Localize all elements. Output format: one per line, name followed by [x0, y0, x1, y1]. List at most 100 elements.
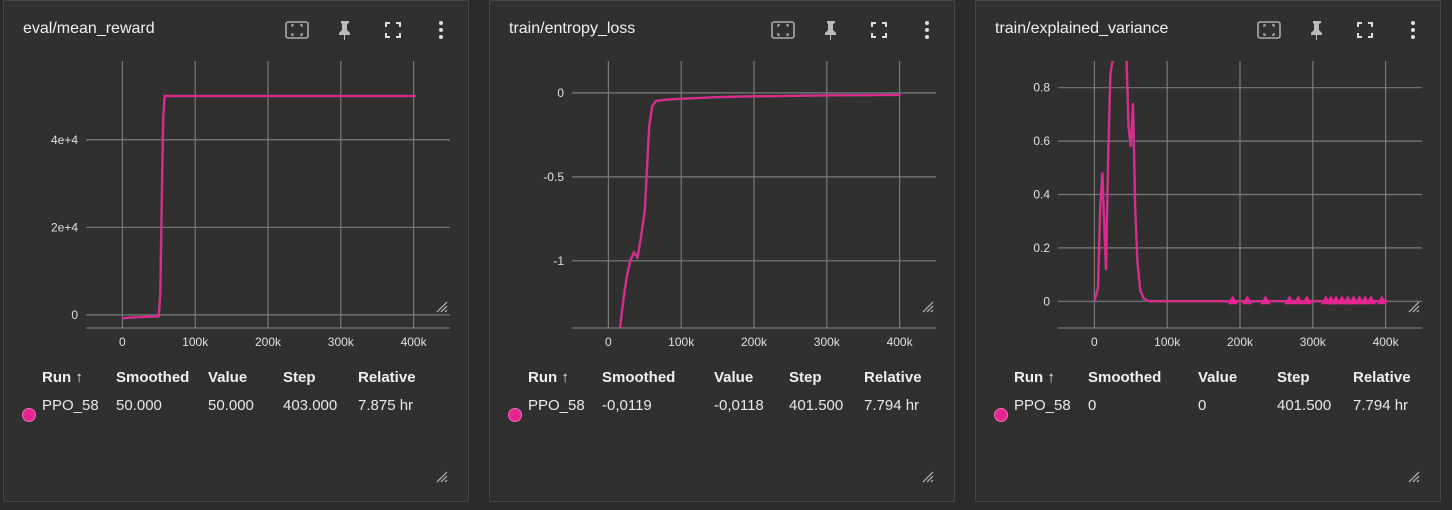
step-value: 401.500 — [1277, 396, 1332, 414]
legend-header-row: Run ↑ Smoothed Value Step Relative — [504, 365, 922, 394]
legend-header-row: Run ↑ Smoothed Value Step Relative — [18, 365, 416, 394]
raw-series-line — [122, 94, 416, 320]
pin-icon — [825, 21, 836, 40]
y-tick-label: 0.6 — [1033, 134, 1050, 148]
run-color-dot[interactable] — [994, 408, 1008, 422]
x-tick-label: 100k — [182, 335, 209, 349]
fit-domain-button[interactable] — [1256, 17, 1282, 43]
chart-card-mean-reward: eval/mean_reward 0 100k 200k 300k 400k 0 2e+4 4… — [3, 0, 469, 502]
header-run[interactable]: Run ↑ — [42, 369, 83, 386]
legend-table: Run ↑ Smoothed Value Step Relative PPO_5… — [504, 365, 922, 422]
out-of-range-marker — [1227, 295, 1238, 305]
more-options-button[interactable] — [914, 17, 940, 43]
run-name: PPO_58 — [528, 396, 585, 414]
header-relative[interactable]: Relative — [1353, 369, 1411, 386]
resize-handle-icon — [922, 301, 934, 313]
y-tick-label: 0.4 — [1033, 188, 1050, 202]
plot-resize-handle[interactable] — [920, 299, 934, 313]
x-tick-label: 100k — [1154, 335, 1181, 349]
step-value: 403.000 — [283, 396, 338, 414]
card-resize-handle[interactable] — [1406, 469, 1420, 483]
smoothed-series-line — [1093, 61, 1387, 303]
x-tick-label: 100k — [668, 335, 695, 349]
x-tick-label: 400k — [401, 335, 428, 349]
out-of-range-marker — [1293, 295, 1304, 305]
fullscreen-button[interactable] — [380, 17, 406, 43]
resize-handle-icon — [436, 301, 448, 313]
header-value[interactable]: Value — [714, 369, 754, 386]
x-tick-label: 300k — [328, 335, 355, 349]
fit-domain-icon — [771, 21, 795, 39]
out-of-range-marker — [1242, 295, 1253, 305]
raw-value: -0,0118 — [714, 396, 764, 414]
y-tick-label: 0 — [557, 86, 564, 100]
chart-plot[interactable]: 0 100k 200k 300k 400k 0 -0.5 -1 — [490, 51, 956, 361]
x-tick-label: 400k — [1373, 335, 1400, 349]
plot-resize-handle[interactable] — [434, 299, 448, 313]
fullscreen-icon — [871, 22, 887, 38]
card-toolbar — [284, 17, 454, 43]
pin-button[interactable] — [818, 17, 844, 43]
smoothed-value: 50.000 — [116, 396, 162, 414]
header-value[interactable]: Value — [1198, 369, 1238, 386]
run-color-dot[interactable] — [22, 408, 36, 422]
line-chart[interactable]: 0 100k 200k 300k 400k 0 -0.5 -1 — [490, 51, 956, 361]
line-chart[interactable]: 0 100k 200k 300k 400k 0 2e+4 4e+4 — [4, 51, 470, 361]
chart-plot[interactable]: 0 100k 200k 300k 400k 0 2e+4 4e+4 — [4, 51, 470, 361]
y-tick-label: 0.8 — [1033, 81, 1050, 95]
x-tick-label: 0 — [1091, 335, 1098, 349]
plot-resize-handle[interactable] — [1406, 299, 1420, 313]
header-smoothed[interactable]: Smoothed — [1088, 369, 1162, 386]
run-color-dot[interactable] — [508, 408, 522, 422]
y-tick-label: -0.5 — [543, 170, 564, 184]
smoothed-series-line — [122, 95, 416, 320]
raw-value: 50.000 — [208, 396, 254, 414]
legend-header-row: Run ↑ Smoothed Value Step Relative — [990, 365, 1411, 394]
more-vert-icon — [925, 21, 929, 39]
header-run[interactable]: Run ↑ — [528, 369, 569, 386]
pin-button[interactable] — [1304, 17, 1330, 43]
x-tick-label: 200k — [255, 335, 282, 349]
more-options-button[interactable] — [428, 17, 454, 43]
card-title: train/entropy_loss — [509, 20, 636, 37]
header-step[interactable]: Step — [1277, 369, 1310, 386]
header-relative[interactable]: Relative — [358, 369, 416, 386]
pin-button[interactable] — [332, 17, 358, 43]
more-vert-icon — [439, 21, 443, 39]
card-resize-handle[interactable] — [434, 469, 448, 483]
fullscreen-icon — [385, 22, 401, 38]
out-of-range-marker — [1260, 295, 1271, 305]
smoothed-value: -0,0119 — [602, 396, 652, 414]
header-relative[interactable]: Relative — [864, 369, 922, 386]
legend-row: PPO_58 -0,0119 -0,0118 401.500 7.794 hr — [504, 394, 922, 422]
fit-domain-icon — [285, 21, 309, 39]
x-tick-label: 200k — [1227, 335, 1254, 349]
x-tick-label: 0 — [605, 335, 612, 349]
card-toolbar — [1256, 17, 1426, 43]
header-value[interactable]: Value — [208, 369, 248, 386]
line-chart[interactable]: 0 100k 200k 300k 400k 0 0.2 0.4 0.6 0.8 — [976, 51, 1442, 361]
fullscreen-button[interactable] — [866, 17, 892, 43]
fullscreen-button[interactable] — [1352, 17, 1378, 43]
chart-card-entropy-loss: train/entropy_loss 0 100k 200k 300k 400k 0 -0.… — [489, 0, 955, 502]
card-resize-handle[interactable] — [920, 469, 934, 483]
more-options-button[interactable] — [1400, 17, 1426, 43]
header-smoothed[interactable]: Smoothed — [116, 369, 190, 386]
header-run[interactable]: Run ↑ — [1014, 369, 1055, 386]
y-tick-label: -1 — [553, 254, 564, 268]
chart-plot[interactable]: 0 100k 200k 300k 400k 0 0.2 0.4 0.6 0.8 — [976, 51, 1442, 361]
card-toolbar — [770, 17, 940, 43]
y-tick-label: 2e+4 — [51, 220, 78, 234]
header-smoothed[interactable]: Smoothed — [602, 369, 676, 386]
header-step[interactable]: Step — [283, 369, 316, 386]
legend-row: PPO_58 50.000 50.000 403.000 7.875 hr — [18, 394, 416, 422]
header-step[interactable]: Step — [789, 369, 822, 386]
y-tick-label: 0.2 — [1033, 241, 1050, 255]
fit-domain-icon — [1257, 21, 1281, 39]
relative-time: 7.794 hr — [1353, 396, 1409, 414]
fit-domain-button[interactable] — [770, 17, 796, 43]
fit-domain-button[interactable] — [284, 17, 310, 43]
legend-table: Run ↑ Smoothed Value Step Relative PPO_5… — [990, 365, 1411, 422]
chart-card-explained-variance: train/explained_variance 0 100k 200k 300k 40… — [975, 0, 1441, 502]
out-of-range-marker — [1301, 295, 1312, 305]
